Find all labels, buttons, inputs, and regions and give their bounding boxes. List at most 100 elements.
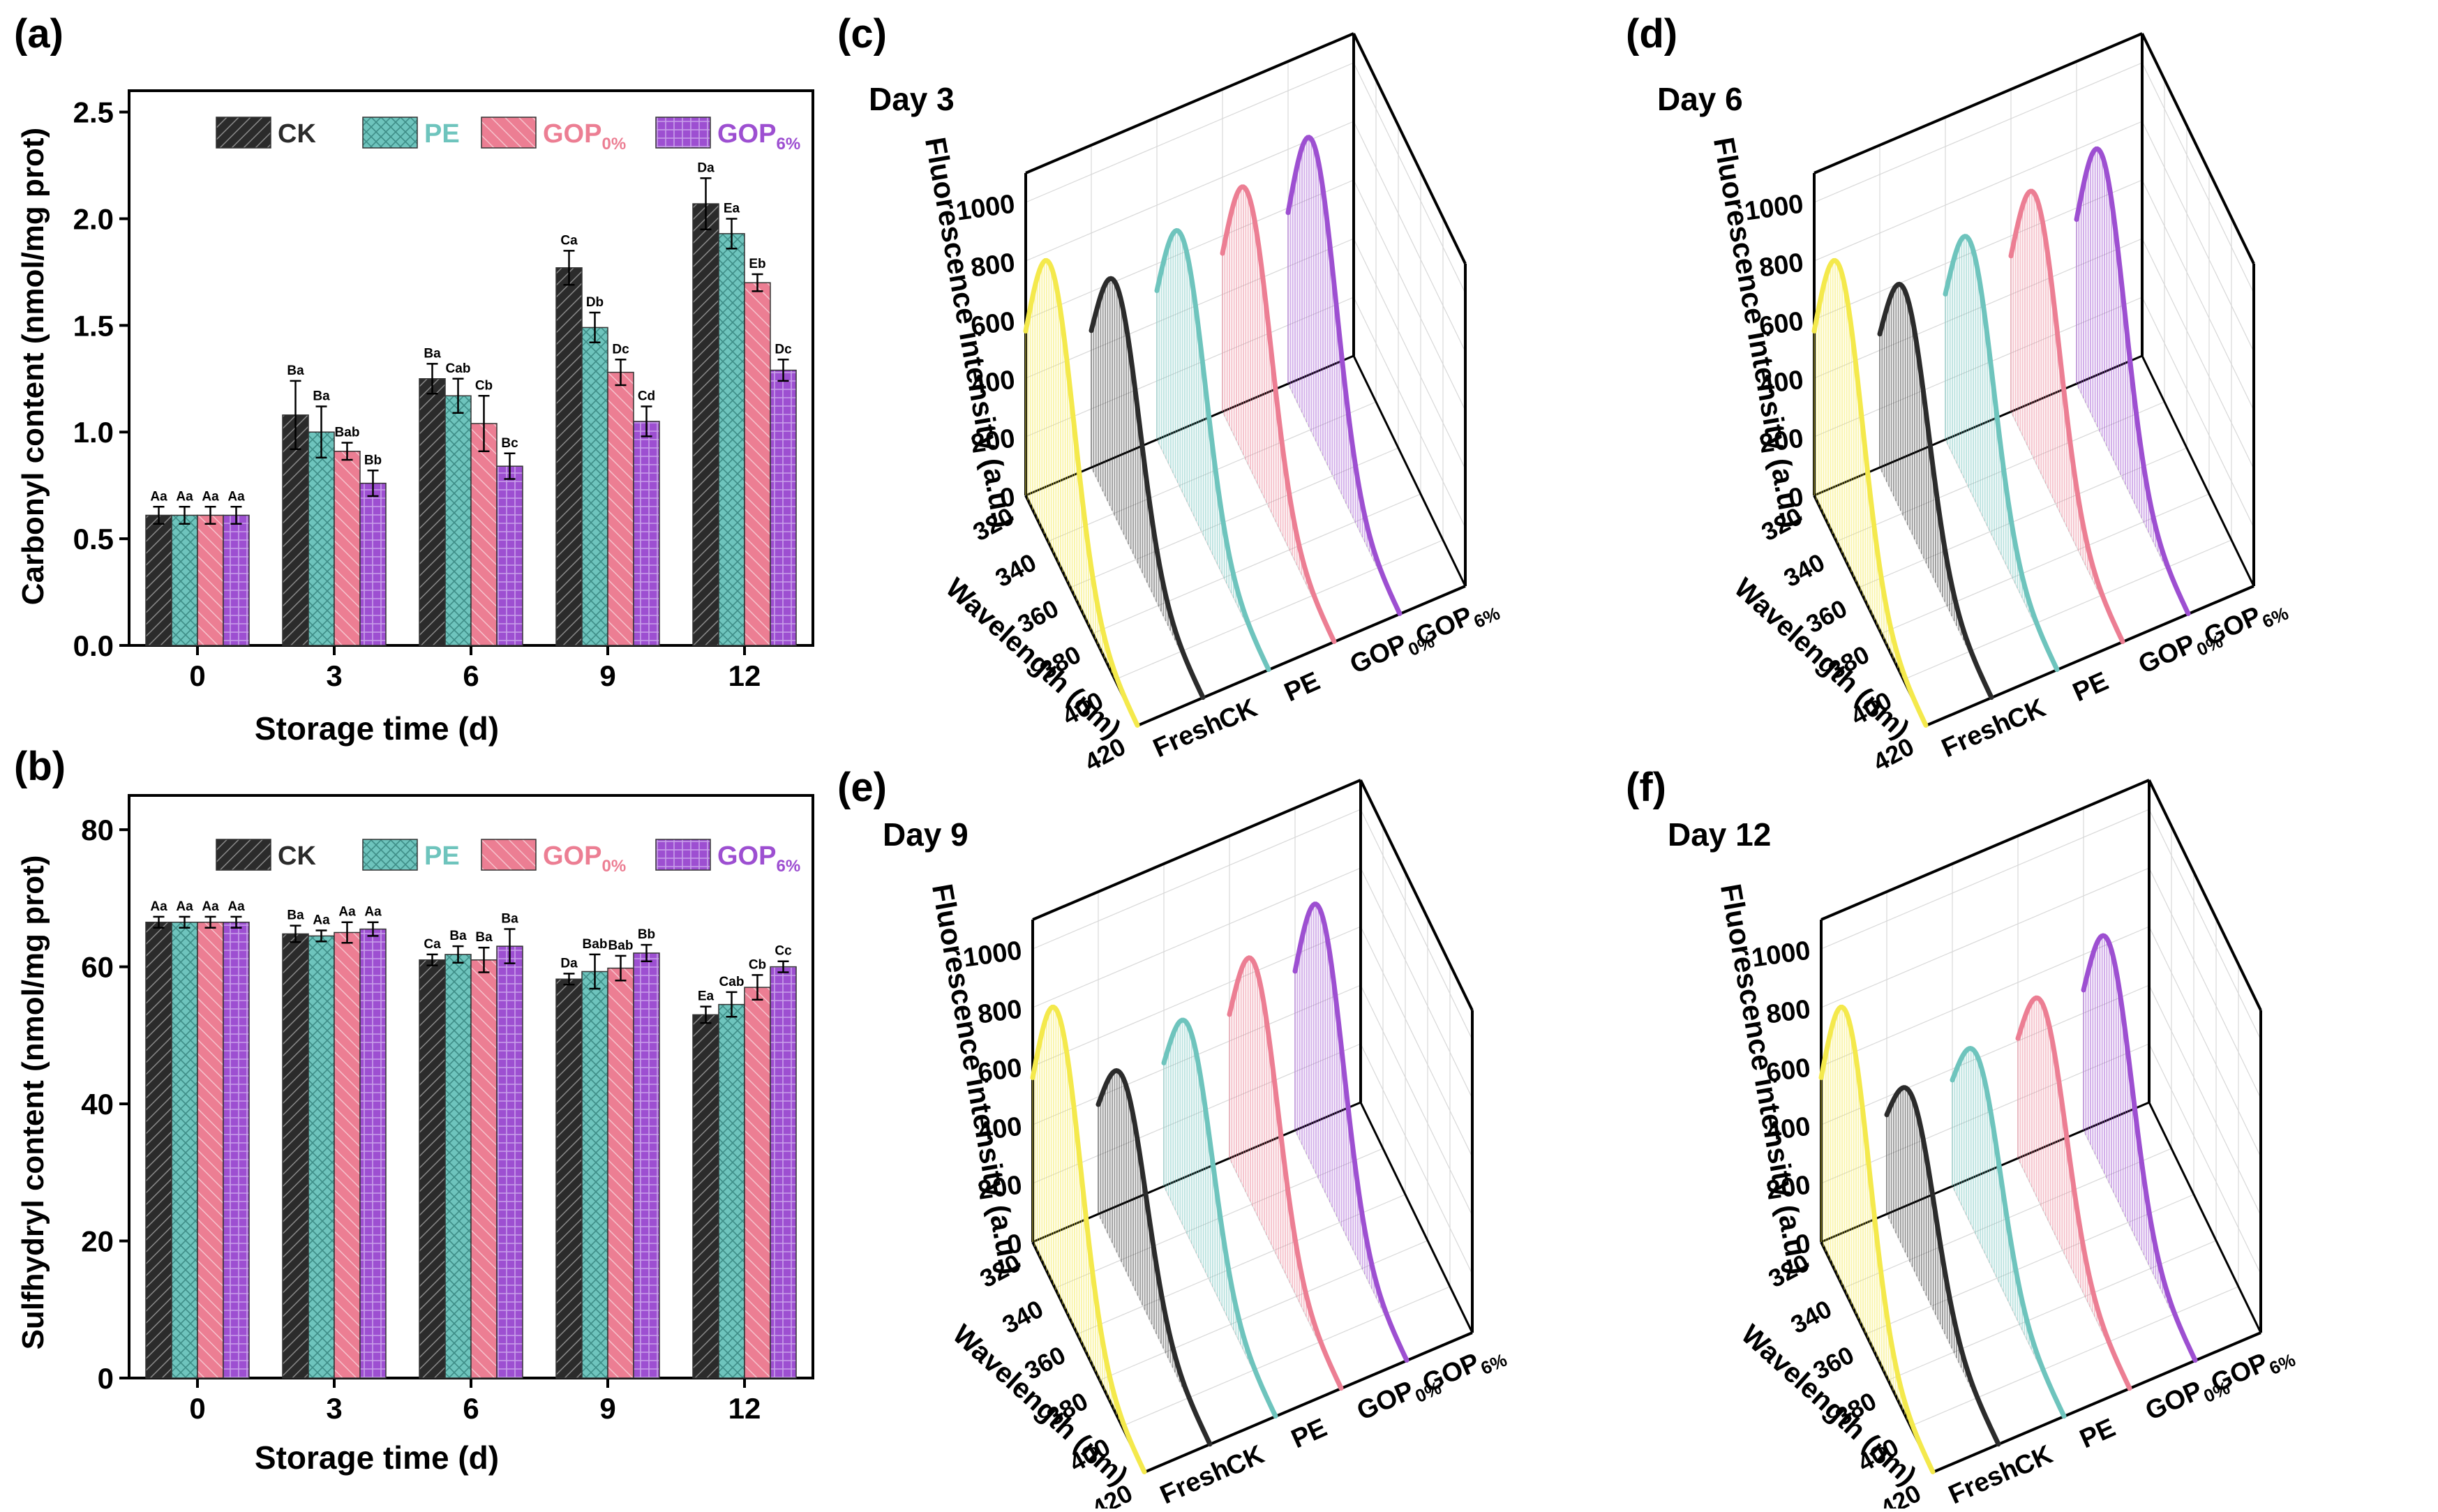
panel-title-c: Day 3 — [869, 81, 955, 117]
grid-line — [1865, 1194, 2194, 1335]
significance-letter: Aa — [150, 899, 167, 914]
grid-line — [2141, 297, 2254, 528]
legend-swatch-PE — [362, 117, 418, 149]
panel-label-a: (a) — [14, 11, 63, 57]
legend-label-PE: PE — [424, 119, 460, 149]
significance-letter: Dc — [775, 342, 792, 357]
spectrum-line-GOP0 — [1227, 955, 1344, 1391]
grid-line — [1903, 539, 2232, 680]
legend-label-GOP0: GOP0% — [543, 119, 626, 154]
z-tick-label: 400 — [969, 365, 1017, 400]
grid-line — [1813, 179, 2143, 320]
significance-letter: Dc — [612, 342, 629, 357]
error-bar — [290, 925, 301, 943]
bar-CK-9 — [555, 267, 583, 646]
significance-letter: Cd — [638, 389, 655, 404]
y-axis-title-a: Carbonyl content (nmol/mg prot) — [16, 128, 50, 605]
y-tick-label: 0.0 — [73, 629, 114, 662]
z-tick-label: 400 — [1758, 365, 1806, 400]
bar-PE-3 — [308, 431, 335, 646]
spectrum-line-GOP6 — [2074, 146, 2191, 616]
significance-letter: Bab — [583, 937, 608, 952]
spectrum-PE — [1154, 227, 1271, 673]
grid-line — [1353, 297, 1466, 528]
x-tick-label: 12 — [728, 659, 761, 692]
x-tick-label: 6 — [463, 659, 479, 692]
error-bar — [452, 945, 464, 964]
legend-label-GOP6: GOP6% — [717, 119, 800, 154]
spectrum-Fresh — [1030, 1004, 1147, 1474]
bar-GOP0-3 — [334, 451, 361, 646]
significance-letter: Aa — [338, 905, 356, 920]
grid-line — [1360, 1043, 1473, 1275]
grid-line — [2148, 985, 2261, 1216]
series-label-GOP6: GOP6% — [2207, 1337, 2298, 1402]
bar-GOP0-6 — [470, 423, 498, 646]
spectrum-GOP6 — [2081, 933, 2198, 1363]
bar-GOP0-0 — [197, 514, 224, 646]
spectrum-line-GOP0 — [1220, 184, 1337, 644]
spectrum-GOP0 — [2015, 995, 2132, 1391]
legend-swatch-GOP0 — [481, 117, 537, 149]
y-tick-label: 80 — [81, 814, 114, 846]
significance-letter: Ea — [724, 201, 740, 216]
grid-line — [1820, 985, 2150, 1125]
fluorescence-3d-day9: (e) Day 9 020040060080010003203403603804… — [837, 765, 1510, 1512]
box-edge — [1352, 33, 1467, 264]
legend-swatch-CK — [216, 839, 271, 871]
significance-letter: Ba — [501, 912, 518, 927]
spectrum-CK — [1884, 1085, 2001, 1447]
fluorescence-3d-day6: (d) Day 6 020040060080010003203403603804… — [1626, 11, 2291, 777]
error-bar — [504, 928, 516, 964]
error-bar — [777, 960, 789, 973]
error-bar — [751, 273, 763, 292]
bar-PE-0 — [171, 921, 198, 1379]
legend-swatch-GOP6 — [655, 117, 711, 149]
y-tick-label: 0.5 — [73, 523, 114, 555]
error-bar — [204, 915, 216, 929]
bar-CK-6 — [419, 378, 446, 646]
bar-CK-0 — [145, 921, 172, 1379]
grid-line — [1047, 401, 1377, 542]
y-tick-label: 1.0 — [73, 416, 114, 449]
panel-label-e: (e) — [837, 765, 887, 810]
axis-series — [1925, 585, 2254, 727]
bar-PE-6 — [444, 954, 472, 1379]
spectrum-line-GOP0 — [2008, 188, 2125, 645]
grid-line — [2148, 809, 2261, 1040]
grid-line — [1813, 121, 2143, 262]
spectrum-CK — [1089, 276, 1206, 701]
y-tick-label: 1.5 — [73, 309, 114, 342]
z-tick-label: 200 — [1765, 1170, 1813, 1205]
significance-letter: Eb — [749, 257, 765, 271]
bar-GOP0-6 — [470, 959, 498, 1379]
spectrum-line-PE — [1950, 1046, 2067, 1419]
x-tick-label: 340 — [990, 548, 1040, 592]
z-tick-label: 600 — [1758, 306, 1806, 341]
significance-letter: Aa — [313, 913, 330, 928]
x-tick-label: 340 — [1779, 548, 1829, 592]
z-tick-label: 800 — [976, 994, 1024, 1029]
spectrum-GOP0 — [2008, 188, 2125, 645]
spectrum-line-CK — [1089, 276, 1206, 701]
grid-line — [1121, 1286, 1451, 1427]
grid-line — [1077, 1194, 1406, 1335]
grid-line — [1032, 926, 1361, 1067]
error-bar — [153, 915, 165, 929]
error-bar — [426, 363, 438, 395]
significance-letter: Ba — [287, 908, 304, 923]
error-bar — [153, 506, 165, 525]
error-bar — [478, 395, 490, 452]
spectrum-Fresh — [1023, 257, 1140, 728]
spectrum-line-PE — [1154, 227, 1271, 673]
z-tick-label: 200 — [976, 1170, 1024, 1205]
significance-letter: Aa — [176, 899, 193, 914]
x-tick-label: 0 — [189, 659, 205, 692]
fluorescence-3d-day12: (f) Day 12 02004006008001000320340360380… — [1626, 765, 2298, 1512]
error-bar — [777, 359, 789, 382]
error-bar — [589, 311, 601, 344]
x-tick-label: 0 — [189, 1392, 205, 1425]
grid-line — [1360, 809, 1473, 1040]
panel-label-b: (b) — [14, 744, 66, 789]
bar-GOP6-3 — [359, 482, 387, 646]
